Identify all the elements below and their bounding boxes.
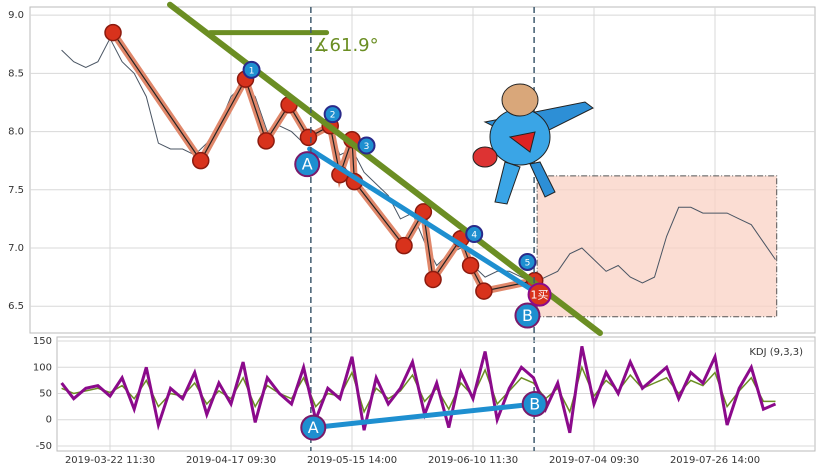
wave-point-label: 1 (249, 66, 255, 76)
ab-point (514, 302, 541, 329)
pivot (475, 282, 493, 300)
x-tick-label: 2019-07-04 09:30 (549, 455, 639, 466)
wave-point (518, 252, 537, 271)
ab-point (300, 414, 327, 441)
ab-line (310, 401, 538, 431)
ab-point (294, 151, 321, 178)
angle-label: ∡61.9° (313, 35, 378, 56)
plot-layer: 6.5 7.0 7.5 8.0 8.5 9.0 ∡61.9° 1 2 3 4 5 A B 1买 -50 0 50 1… (8, 1, 815, 466)
pivot (395, 236, 413, 255)
y-tick-label: 9.0 (8, 10, 24, 21)
y-tick-label: -50 (36, 441, 52, 452)
pivot (424, 270, 442, 289)
wave-point-label: 4 (471, 231, 477, 241)
x-tick-label: 2019-04-17 09:30 (186, 455, 276, 466)
pivot (257, 132, 275, 150)
wave-point (323, 105, 342, 124)
y-tick-label: 8.0 (8, 127, 24, 138)
y-tick-label: 50 (39, 389, 52, 400)
mascot (472, 83, 594, 205)
x-tick-label: 2019-06-10 11:30 (428, 455, 518, 466)
buy-point-label: 1买 (531, 289, 549, 302)
y-tick-label: 6.5 (8, 301, 24, 312)
pivot (461, 256, 480, 275)
wave-point-label: 5 (525, 258, 531, 268)
ab-point-label: B (529, 394, 540, 413)
y-tick-label: 7.0 (8, 243, 24, 254)
ab-line (307, 146, 542, 298)
pivot (192, 151, 210, 170)
y-tick-label: 0 (46, 415, 52, 426)
y-tick-label: 150 (33, 336, 52, 347)
ab-point-label: B (522, 306, 533, 325)
price-line (61, 37, 776, 284)
pivot (299, 128, 318, 147)
ab-point-label: A (308, 418, 319, 437)
wave-point (242, 60, 261, 79)
x-tick-label: 2019-03-22 11:30 (65, 455, 155, 466)
x-tick-label: 2019-05-15 14:00 (307, 455, 397, 466)
trend-line (167, 1, 603, 336)
pivot (104, 23, 122, 42)
ab-point (521, 390, 548, 417)
ab-point-label: A (302, 155, 313, 174)
y-tick-label: 8.5 (8, 68, 24, 79)
buy-point (527, 282, 552, 307)
kdj-line (60, 345, 777, 434)
wave-point-label: 3 (364, 142, 370, 152)
x-tick-label: 2019-07-26 14:00 (670, 455, 760, 466)
y-tick-label: 7.5 (8, 185, 24, 196)
wave-point (357, 136, 376, 155)
target-box (536, 175, 778, 318)
y-tick-label: 100 (33, 362, 52, 373)
wave-point (465, 225, 484, 244)
indicator-title: KDJ (9,3,3) (749, 347, 803, 358)
wave-point-label: 2 (330, 111, 336, 121)
